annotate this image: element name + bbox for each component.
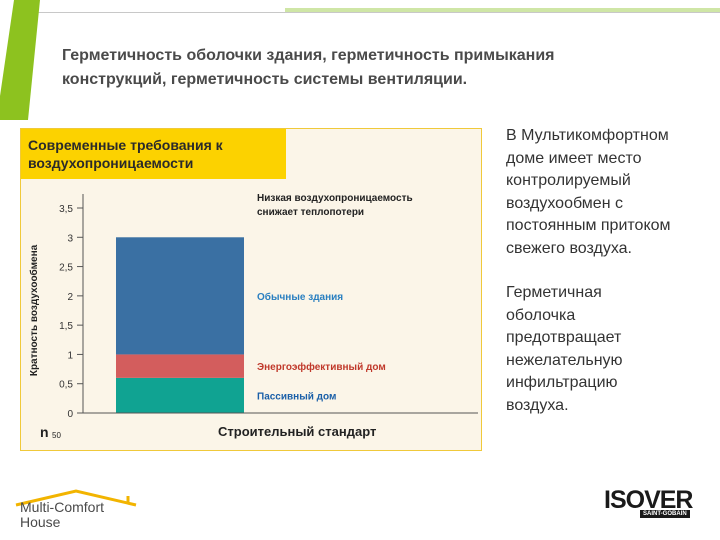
body-text-line: воздухообмен с: [506, 194, 623, 212]
y-tick-label: 3: [67, 233, 73, 244]
segment-label-1: Энергоэффективный дом: [257, 361, 386, 373]
body-text-line: Герметичная: [506, 284, 602, 301]
y-axis-label: Кратность воздухообмена: [28, 244, 40, 376]
saint-gobain-tag: SAINT-GOBAIN: [640, 510, 690, 518]
body-text-line: инфильтрацию: [506, 374, 618, 391]
title-line-1: Герметичность оболочки здания, герметичн…: [62, 47, 555, 64]
top-rule: [38, 0, 720, 13]
chart-header: Современные требования к воздухопроницае…: [21, 129, 286, 179]
unit-label-subscript: 50: [52, 431, 61, 440]
logo-line-1: Multi-Comfort: [20, 499, 105, 515]
bar-segment-2: [116, 237, 244, 355]
isover-logo: ISOVER SAINT-GOBAIN: [604, 486, 708, 522]
y-tick-label: 2: [67, 292, 73, 303]
bar-segment-1: [116, 354, 244, 378]
isover-wordmark: ISOVER: [604, 486, 693, 514]
body-text-line: доме имеет место: [506, 149, 642, 167]
unit-label-n: n: [40, 424, 49, 440]
y-tick-label: 3,5: [59, 204, 73, 215]
air-exchange-chart: Пассивный дом Энергоэффективный дом Обычны…: [28, 193, 478, 440]
y-tick-label: 0,5: [59, 380, 73, 391]
segment-label-2: Обычные здания: [257, 291, 343, 303]
house-roof-icon: [15, 489, 137, 507]
green-corner-stripe: [0, 0, 40, 120]
annotation-line-1: Низкая воздухопроницаемость: [257, 193, 413, 204]
body-text-line: оболочка: [506, 306, 576, 324]
body-text-line: предотвращает: [506, 329, 622, 346]
chart-header-line-2: воздухопроницаемости: [28, 155, 194, 171]
chart-header-line-1: Современные требования к: [28, 137, 223, 153]
y-tick-label: 0: [67, 409, 73, 420]
body-text-line: воздуха.: [506, 396, 569, 414]
paragraph-gap: [506, 260, 706, 282]
bar-segment-0: [116, 377, 244, 413]
body-text-line: постоянным притоком: [506, 217, 671, 234]
body-text-line: контролируемый: [506, 172, 631, 189]
annotation-line-2: снижает теплопотери: [257, 207, 364, 218]
top-accent-bar: [285, 8, 720, 12]
body-text-line: свежего воздуха.: [506, 239, 632, 257]
logo-line-2: House: [20, 514, 61, 530]
slide-title: Герметичность оболочки здания, герметичн…: [62, 44, 662, 92]
body-text-line: нежелательную: [506, 351, 623, 369]
x-category-label: Строительный стандарт: [218, 424, 376, 439]
chart-panel: Современные требования к воздухопроницае…: [20, 128, 482, 451]
segment-label-0: Пассивный дом: [257, 391, 336, 402]
y-tick-label: 1: [67, 350, 73, 361]
y-tick-label: 2,5: [59, 263, 73, 274]
y-tick-label: 1,5: [59, 321, 73, 332]
title-line-2: конструкций, герметичность системы венти…: [62, 71, 468, 88]
body-text-line: В Мультикомфортном: [506, 127, 669, 144]
body-text: В Мультикомфортном доме имеет место контро…: [506, 125, 706, 417]
